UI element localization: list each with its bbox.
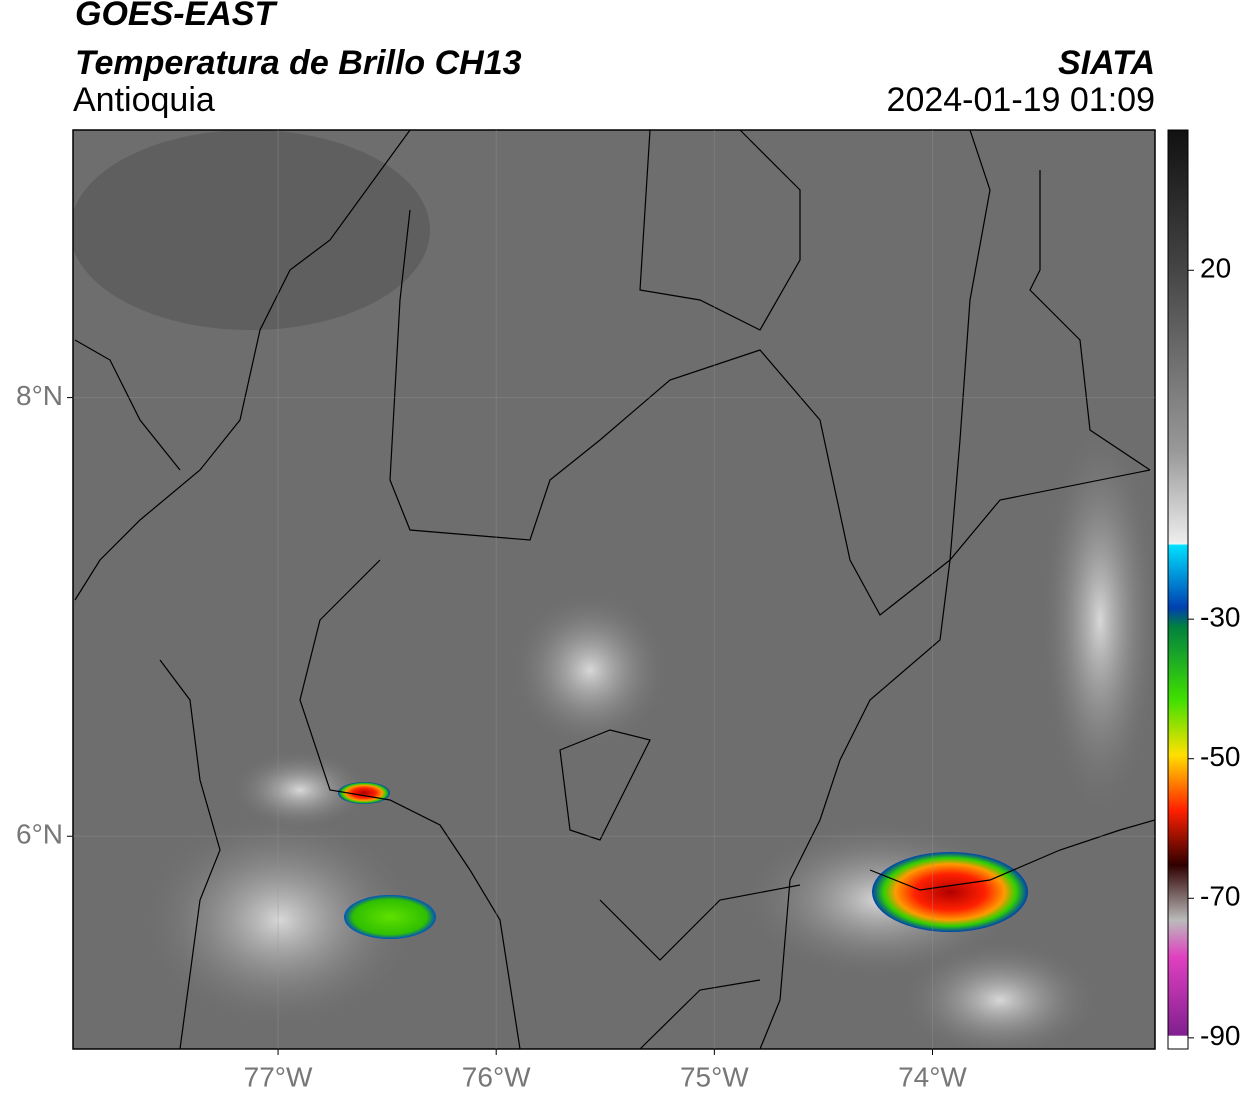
map-ticks: 77°W 76°W 75°W 74°W 8°N 6°N — [16, 130, 1155, 1092]
map-frame — [72, 129, 1156, 1050]
source: SIATA — [1058, 44, 1155, 82]
satellite-title: GOES-EAST — [75, 0, 278, 33]
datetime: 2024-01-19 01:09 — [887, 81, 1155, 119]
colorbar-tick-label: -90 — [1200, 1020, 1240, 1051]
x-tick-label: 75°W — [680, 1061, 749, 1092]
colorbar-tick-label: -30 — [1200, 602, 1240, 633]
x-tick-label: 77°W — [244, 1061, 313, 1092]
region: Antioquia — [73, 81, 215, 119]
colorbar-tick-label: -70 — [1200, 881, 1240, 912]
product-title: Temperatura de Brillo CH13 — [75, 44, 522, 82]
colorbar-tick-label: 20 — [1200, 253, 1231, 284]
colorbar-tick-label: -50 — [1200, 741, 1240, 772]
colorbar — [1167, 129, 1189, 1050]
x-tick-label: 76°W — [462, 1061, 531, 1092]
colorbar-ticks: 20 -30 -50 -70 -90 — [1188, 253, 1240, 1051]
y-tick-label: 8°N — [16, 380, 63, 411]
y-tick-label: 6°N — [16, 819, 63, 850]
x-tick-label: 74°W — [898, 1061, 967, 1092]
imagery — [73, 130, 1155, 1049]
